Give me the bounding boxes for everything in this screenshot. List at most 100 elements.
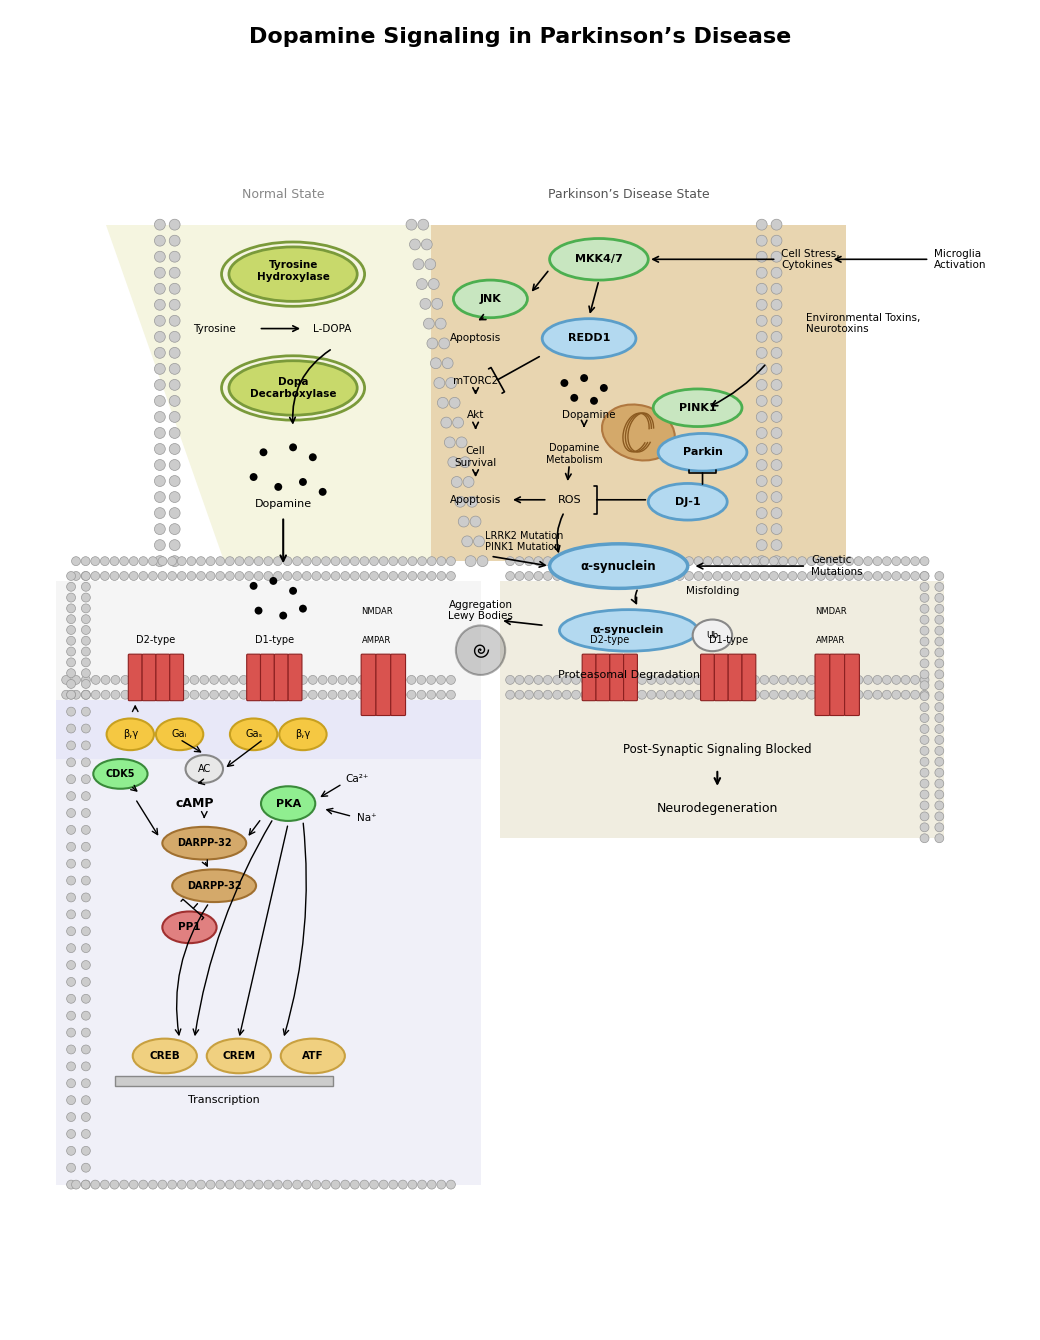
- FancyBboxPatch shape: [275, 654, 288, 701]
- Circle shape: [289, 444, 297, 452]
- Circle shape: [72, 675, 80, 685]
- Circle shape: [572, 675, 580, 685]
- Circle shape: [756, 540, 768, 551]
- Circle shape: [638, 572, 647, 580]
- Circle shape: [902, 572, 910, 580]
- Circle shape: [140, 675, 150, 685]
- Circle shape: [101, 572, 109, 580]
- Circle shape: [111, 675, 120, 685]
- Circle shape: [553, 572, 562, 580]
- Circle shape: [920, 757, 929, 766]
- Circle shape: [920, 791, 929, 799]
- Circle shape: [260, 449, 267, 456]
- Circle shape: [160, 675, 170, 685]
- Polygon shape: [500, 582, 944, 839]
- Circle shape: [139, 556, 148, 565]
- Circle shape: [807, 690, 816, 699]
- Ellipse shape: [162, 827, 246, 859]
- Circle shape: [151, 675, 159, 685]
- Circle shape: [442, 358, 453, 369]
- Circle shape: [318, 675, 328, 685]
- Circle shape: [515, 675, 524, 685]
- Circle shape: [751, 690, 759, 699]
- Circle shape: [756, 379, 768, 390]
- Circle shape: [770, 690, 778, 699]
- Text: Ca²⁺: Ca²⁺: [345, 775, 369, 784]
- Circle shape: [180, 675, 189, 685]
- Circle shape: [283, 556, 292, 565]
- Circle shape: [81, 658, 90, 667]
- Circle shape: [788, 690, 797, 699]
- Text: CREM: CREM: [223, 1051, 256, 1061]
- Circle shape: [120, 1181, 129, 1189]
- Circle shape: [534, 572, 543, 580]
- Circle shape: [341, 572, 349, 580]
- Circle shape: [283, 1181, 292, 1189]
- Circle shape: [369, 556, 379, 565]
- Circle shape: [854, 675, 863, 685]
- Circle shape: [581, 556, 590, 565]
- Circle shape: [81, 1012, 90, 1020]
- Text: D2-type: D2-type: [590, 635, 629, 646]
- Circle shape: [235, 572, 243, 580]
- Circle shape: [553, 690, 562, 699]
- Circle shape: [408, 556, 417, 565]
- Circle shape: [350, 556, 359, 565]
- Circle shape: [303, 556, 311, 565]
- Text: Post-Synaptic Signaling Blocked: Post-Synaptic Signaling Blocked: [623, 742, 811, 756]
- Circle shape: [609, 690, 618, 699]
- Circle shape: [380, 556, 388, 565]
- Circle shape: [67, 1163, 76, 1172]
- Circle shape: [67, 626, 76, 634]
- Circle shape: [67, 994, 76, 1004]
- Circle shape: [158, 556, 167, 565]
- Circle shape: [81, 679, 90, 689]
- Text: Transcription: Transcription: [188, 1096, 260, 1106]
- Circle shape: [350, 1181, 359, 1189]
- Circle shape: [703, 690, 712, 699]
- Circle shape: [756, 508, 768, 519]
- Circle shape: [170, 299, 180, 311]
- Text: β,γ: β,γ: [295, 729, 311, 740]
- Circle shape: [446, 572, 456, 580]
- Circle shape: [920, 801, 929, 809]
- Circle shape: [756, 556, 768, 567]
- Circle shape: [67, 808, 76, 817]
- Circle shape: [563, 556, 571, 565]
- Circle shape: [563, 690, 571, 699]
- Text: MKK4/7: MKK4/7: [575, 255, 623, 264]
- Circle shape: [67, 1096, 76, 1104]
- Text: Normal State: Normal State: [242, 189, 324, 201]
- Circle shape: [197, 572, 206, 580]
- Circle shape: [771, 508, 782, 519]
- Circle shape: [628, 690, 638, 699]
- Circle shape: [81, 572, 90, 580]
- Circle shape: [590, 397, 598, 405]
- Circle shape: [350, 572, 359, 580]
- Circle shape: [269, 675, 278, 685]
- Circle shape: [712, 675, 722, 685]
- Text: PKA: PKA: [276, 799, 301, 808]
- Circle shape: [756, 267, 768, 279]
- Circle shape: [788, 556, 797, 565]
- Circle shape: [572, 690, 580, 699]
- Circle shape: [81, 594, 90, 602]
- Ellipse shape: [261, 787, 315, 821]
- Circle shape: [170, 540, 180, 551]
- Circle shape: [920, 615, 929, 624]
- Circle shape: [360, 572, 369, 580]
- Circle shape: [779, 556, 787, 565]
- Text: Parkinson’s Disease State: Parkinson’s Disease State: [548, 189, 709, 201]
- Circle shape: [380, 572, 388, 580]
- Circle shape: [81, 1061, 90, 1071]
- Circle shape: [609, 556, 618, 565]
- Circle shape: [452, 417, 464, 427]
- Circle shape: [177, 1181, 186, 1189]
- Circle shape: [309, 690, 317, 699]
- Circle shape: [798, 690, 807, 699]
- Circle shape: [656, 556, 666, 565]
- Circle shape: [170, 395, 180, 406]
- Circle shape: [911, 675, 919, 685]
- Circle shape: [723, 675, 731, 685]
- Text: DARPP-32: DARPP-32: [187, 880, 241, 891]
